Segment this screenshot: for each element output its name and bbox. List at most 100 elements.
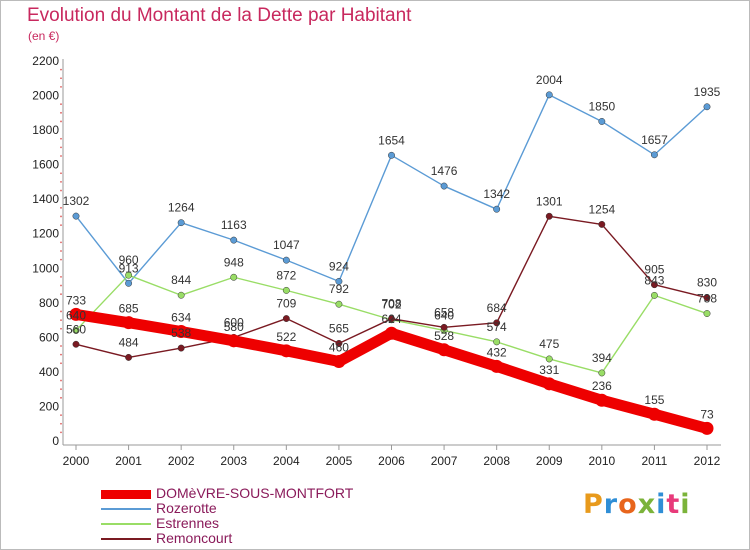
y-minor-tick — [60, 327, 62, 330]
x-tick-label: 2006 — [378, 454, 405, 468]
chart-subtitle: (en €) — [28, 29, 60, 43]
x-tick-label: 2005 — [326, 454, 353, 468]
x-tick-label: 2007 — [431, 454, 458, 468]
data-label: 2004 — [536, 73, 563, 87]
data-point — [545, 91, 553, 99]
y-minor-tick — [60, 431, 62, 434]
data-point — [174, 324, 188, 338]
y-tick-label: 0 — [52, 434, 59, 448]
y-minor-tick — [60, 250, 62, 252]
y-minor-tick — [60, 353, 62, 356]
data-point — [335, 339, 343, 347]
logo-letter: P — [583, 489, 604, 520]
data-point — [545, 355, 553, 363]
data-point — [125, 279, 133, 287]
data-point — [282, 315, 290, 322]
y-minor-tick — [60, 310, 62, 313]
data-point — [385, 326, 398, 340]
y-minor-tick — [60, 103, 62, 106]
legend-swatch — [101, 508, 151, 510]
chart-title: Evolution du Montant de la Dette par Hab… — [27, 5, 412, 26]
data-label: 580 — [224, 320, 244, 334]
legend-label: Rozerotte — [156, 500, 217, 516]
data-point — [335, 300, 343, 308]
data-label: 1342 — [483, 187, 510, 201]
data-point — [279, 344, 293, 358]
y-tick-label: 1600 — [32, 158, 59, 172]
logo-letter: o — [618, 489, 638, 520]
y-tick-label: 2000 — [32, 89, 59, 103]
data-label: 1301 — [536, 194, 563, 208]
data-label: 640 — [66, 308, 86, 322]
data-label: 560 — [66, 322, 86, 336]
data-point — [598, 369, 606, 377]
data-label: 960 — [119, 253, 139, 267]
y-minor-tick — [60, 414, 62, 416]
logo-letter: r — [603, 489, 619, 520]
data-label: 948 — [224, 255, 244, 269]
y-tick-label: 600 — [39, 330, 59, 344]
y-minor-tick — [60, 86, 62, 88]
data-point — [542, 377, 556, 391]
data-label: 738 — [697, 292, 717, 306]
legend-label: Estrennes — [156, 515, 220, 531]
data-label: 685 — [119, 302, 139, 316]
data-point — [440, 182, 448, 190]
y-minor-tick — [60, 319, 62, 321]
y-minor-tick — [60, 379, 62, 382]
data-point — [493, 338, 501, 346]
data-point — [388, 151, 395, 159]
data-point — [493, 319, 501, 327]
data-point — [177, 219, 185, 227]
y-minor-tick — [60, 146, 62, 149]
logo-letter: i — [680, 489, 691, 520]
data-point — [440, 323, 448, 331]
data-point — [598, 220, 606, 228]
y-minor-tick — [60, 422, 62, 425]
legend-swatch — [101, 523, 151, 525]
y-minor-tick — [60, 241, 62, 244]
data-label: 475 — [539, 337, 559, 351]
y-tick-label: 1800 — [32, 123, 59, 137]
x-tick-label: 2002 — [168, 454, 195, 468]
y-tick-label: 2200 — [32, 54, 59, 68]
data-point — [388, 315, 395, 323]
data-point — [230, 236, 238, 244]
data-label: 1302 — [63, 194, 90, 208]
data-point — [703, 310, 711, 317]
chart-axes: 0 200 400 600 800 1000 1200 1400 1600 1800 2000 220… — [32, 54, 721, 468]
y-tick-label: 1200 — [32, 227, 59, 241]
data-point — [490, 359, 504, 373]
data-label: 1047 — [273, 238, 300, 252]
data-point — [72, 340, 80, 348]
x-tick-label: 2001 — [115, 454, 142, 468]
y-minor-tick — [60, 258, 62, 261]
logo-letter: t — [666, 489, 681, 520]
y-tick-label: 400 — [39, 365, 59, 379]
logo-letter: i — [656, 489, 667, 520]
data-label: 1850 — [588, 99, 615, 113]
y-minor-tick — [60, 388, 62, 391]
y-minor-tick — [60, 77, 62, 80]
y-minor-tick — [60, 155, 62, 157]
x-tick-label: 2012 — [694, 454, 721, 468]
data-label: 843 — [644, 273, 664, 287]
data-label: 155 — [644, 393, 664, 407]
data-label: 905 — [644, 263, 664, 277]
y-tick-label: 1000 — [32, 261, 59, 275]
y-minor-tick — [60, 224, 62, 226]
y-minor-tick — [60, 111, 62, 114]
data-point — [598, 118, 606, 125]
y-minor-tick — [60, 68, 62, 71]
data-point — [493, 205, 501, 213]
data-point — [72, 212, 80, 220]
data-label: 528 — [434, 329, 454, 343]
data-label: 331 — [539, 363, 559, 377]
data-label: 684 — [487, 301, 507, 315]
data-point — [335, 277, 343, 285]
data-label: 600 — [224, 315, 244, 329]
data-label: 844 — [171, 273, 191, 287]
x-tick-label: 2000 — [63, 454, 90, 468]
